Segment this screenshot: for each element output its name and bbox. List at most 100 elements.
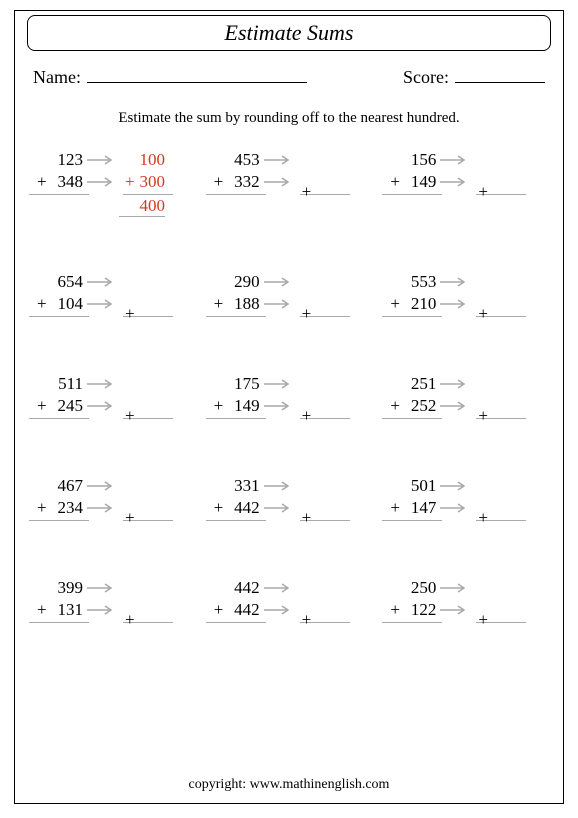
problem: 251252 [382, 373, 549, 421]
problem-grid: 1231003483004004533321561496541042901885… [29, 149, 549, 625]
rule-left [206, 316, 266, 317]
arrow-icon [438, 401, 472, 411]
addend-a: 442 [206, 578, 262, 598]
problem: 501147 [382, 475, 549, 523]
score-blank[interactable] [455, 65, 545, 83]
addend-b: 147 [382, 498, 438, 518]
rule-left [382, 520, 442, 521]
addend-b: 442 [206, 498, 262, 518]
problem: 654104 [29, 271, 196, 319]
worksheet-page: Estimate Sums Name: Score: Estimate the … [14, 10, 564, 804]
problem: 123 100 348 300 400 [29, 149, 196, 217]
problem: 467234 [29, 475, 196, 523]
problem: 453332 [206, 149, 373, 217]
rule-left [382, 622, 442, 623]
rule-left [206, 194, 266, 195]
addend-a: 290 [206, 272, 262, 292]
rounded-a[interactable]: 100 [119, 150, 165, 170]
addend-b: 131 [29, 600, 85, 620]
problem: 156149 [382, 149, 549, 217]
arrow-icon [438, 481, 472, 491]
rule-left [29, 622, 89, 623]
addend-a: 331 [206, 476, 262, 496]
problem: 175149 [206, 373, 373, 421]
arrow-icon [85, 379, 119, 389]
arrow-icon [262, 379, 296, 389]
addend-b: 104 [29, 294, 85, 314]
score-label: Score: [403, 67, 449, 88]
problem: 331442 [206, 475, 373, 523]
arrow-icon [262, 155, 296, 165]
addend-a: 123 [29, 150, 85, 170]
addend-b: 442 [206, 600, 262, 620]
rounded-b[interactable]: 300 [119, 172, 165, 192]
problem: 442442 [206, 577, 373, 625]
addend-a: 399 [29, 578, 85, 598]
arrow-icon [85, 605, 119, 615]
addend-b: 149 [206, 396, 262, 416]
problem: 511245 [29, 373, 196, 421]
addend-a: 156 [382, 150, 438, 170]
rule-left [382, 194, 442, 195]
problem: 553210 [382, 271, 549, 319]
rule-left [29, 418, 89, 419]
rule-left [206, 622, 266, 623]
addend-b: 210 [382, 294, 438, 314]
arrow-icon [85, 401, 119, 411]
addend-a: 511 [29, 374, 85, 394]
arrow-icon [85, 503, 119, 513]
arrow-icon [85, 481, 119, 491]
arrow-icon [438, 155, 472, 165]
rule-left [206, 520, 266, 521]
addend-b: 122 [382, 600, 438, 620]
rule-left [29, 520, 89, 521]
arrow-icon [85, 583, 119, 593]
arrow-icon [438, 299, 472, 309]
arrow-icon [438, 583, 472, 593]
page-title: Estimate Sums [27, 15, 551, 51]
addend-b: 234 [29, 498, 85, 518]
arrow-icon [85, 155, 119, 165]
arrow-icon [262, 177, 296, 187]
name-label: Name: [33, 67, 81, 88]
arrow-icon [438, 379, 472, 389]
arrow-icon [85, 299, 119, 309]
arrow-icon [262, 605, 296, 615]
rule-right [123, 194, 173, 195]
addend-b: 188 [206, 294, 262, 314]
copyright-text: copyright: www.mathinenglish.com [15, 777, 563, 793]
arrow-icon [262, 401, 296, 411]
addend-a: 453 [206, 150, 262, 170]
arrow-icon [438, 605, 472, 615]
addend-b: 245 [29, 396, 85, 416]
problem: 399131 [29, 577, 196, 625]
addend-a: 250 [382, 578, 438, 598]
name-blank[interactable] [87, 65, 307, 83]
arrow-icon [438, 177, 472, 187]
addend-b: 348 [29, 172, 85, 192]
arrow-icon [438, 277, 472, 287]
estimated-sum[interactable]: 400 [119, 197, 165, 217]
arrow-icon [262, 481, 296, 491]
instruction-text: Estimate the sum by rounding off to the … [15, 110, 563, 127]
arrow-icon [262, 583, 296, 593]
addend-a: 501 [382, 476, 438, 496]
arrow-icon [438, 503, 472, 513]
addend-a: 654 [29, 272, 85, 292]
addend-a: 467 [29, 476, 85, 496]
rule-left [382, 418, 442, 419]
addend-b: 332 [206, 172, 262, 192]
arrow-icon [262, 299, 296, 309]
meta-row: Name: Score: [33, 65, 545, 88]
rule-left [206, 418, 266, 419]
rule-left [29, 316, 89, 317]
arrow-icon [262, 503, 296, 513]
addend-b: 252 [382, 396, 438, 416]
addend-a: 175 [206, 374, 262, 394]
arrow-icon [262, 277, 296, 287]
rule-left [29, 194, 89, 195]
problem: 250122 [382, 577, 549, 625]
addend-a: 553 [382, 272, 438, 292]
arrow-icon [85, 277, 119, 287]
addend-b: 149 [382, 172, 438, 192]
